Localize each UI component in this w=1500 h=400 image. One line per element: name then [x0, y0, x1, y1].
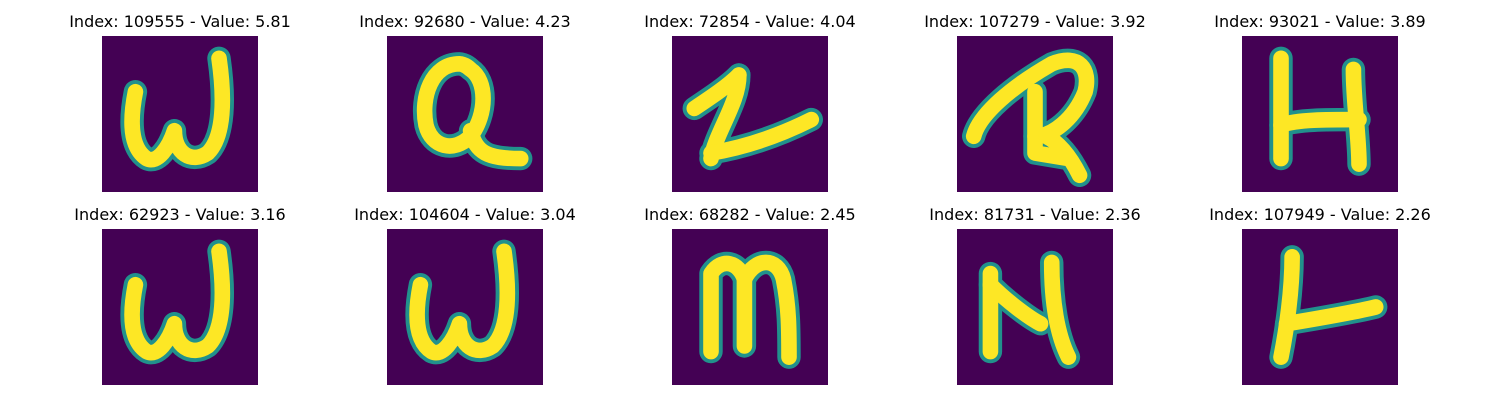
image-panel: Index: 93021 - Value: 3.89 [1190, 12, 1450, 202]
glyph-stroke [703, 111, 820, 161]
glyph-stroke [1043, 254, 1077, 365]
panel-title: Index: 72854 - Value: 4.04 [644, 12, 856, 31]
glyph-image [387, 229, 543, 385]
image-panel: Index: 81731 - Value: 2.36 [905, 205, 1165, 395]
panel-title: Index: 92680 - Value: 4.23 [359, 12, 571, 31]
glyph-stroke [736, 254, 797, 365]
image-panel: Index: 104604 - Value: 3.04 [335, 205, 595, 395]
glyph-image [672, 36, 828, 192]
image-panel: Index: 62923 - Value: 3.16 [50, 205, 310, 395]
glyph-stroke [1278, 299, 1384, 332]
panel-title: Index: 104604 - Value: 3.04 [354, 205, 576, 224]
glyph-stroke [409, 243, 516, 361]
glyph-image [387, 36, 543, 192]
image-panel: Index: 109555 - Value: 5.81 [50, 12, 310, 202]
image-panel: Index: 107279 - Value: 3.92 [905, 12, 1165, 202]
glyph-image [1242, 229, 1398, 385]
glyph-stroke [965, 52, 1095, 145]
glyph-stroke [1273, 111, 1367, 133]
glyph-stroke [1027, 83, 1077, 167]
panel-title: Index: 62923 - Value: 3.16 [74, 205, 286, 224]
glyph-image [102, 229, 258, 385]
glyph-stroke [1345, 61, 1367, 172]
glyph-stroke [462, 122, 529, 167]
image-panel: Index: 72854 - Value: 4.04 [620, 12, 880, 202]
glyph-stroke [124, 243, 231, 361]
panel-title: Index: 93021 - Value: 3.89 [1214, 12, 1426, 31]
glyph-image [1242, 36, 1398, 192]
panel-title: Index: 107949 - Value: 2.26 [1209, 205, 1431, 224]
panel-title: Index: 109555 - Value: 5.81 [69, 12, 291, 31]
glyph-stroke [1273, 249, 1300, 365]
glyph-image [102, 36, 258, 192]
image-panel: Index: 107949 - Value: 2.26 [1190, 205, 1450, 395]
panel-title: Index: 81731 - Value: 2.36 [929, 205, 1141, 224]
glyph-image [957, 36, 1113, 192]
glyph-image [672, 229, 828, 385]
glyph-stroke [982, 276, 1049, 332]
glyph-stroke [1038, 128, 1088, 184]
image-panel: Index: 92680 - Value: 4.23 [335, 12, 595, 202]
panel-title: Index: 68282 - Value: 2.45 [644, 205, 856, 224]
glyph-stroke [124, 50, 231, 168]
image-panel: Index: 68282 - Value: 2.45 [620, 205, 880, 395]
panel-title: Index: 107279 - Value: 3.92 [924, 12, 1146, 31]
glyph-image [957, 229, 1113, 385]
